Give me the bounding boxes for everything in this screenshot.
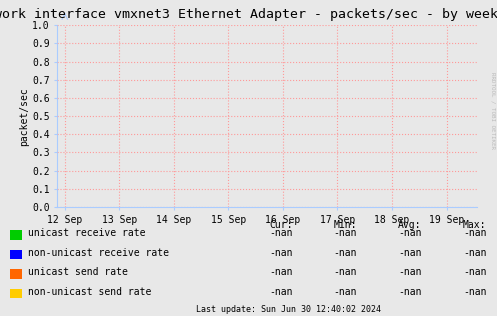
Text: Avg:: Avg: <box>398 220 422 230</box>
Text: unicast send rate: unicast send rate <box>28 267 128 277</box>
Text: -nan: -nan <box>398 287 422 297</box>
Y-axis label: packet/sec: packet/sec <box>19 87 29 145</box>
Text: non-unicast receive rate: non-unicast receive rate <box>28 248 169 258</box>
Text: -nan: -nan <box>333 267 357 277</box>
Text: -nan: -nan <box>398 228 422 238</box>
Text: -nan: -nan <box>269 228 293 238</box>
Text: unicast receive rate: unicast receive rate <box>28 228 146 238</box>
Text: Cur:: Cur: <box>269 220 293 230</box>
Text: -nan: -nan <box>398 248 422 258</box>
Text: -nan: -nan <box>333 287 357 297</box>
Text: -nan: -nan <box>269 248 293 258</box>
Text: -nan: -nan <box>269 267 293 277</box>
Text: non-unicast send rate: non-unicast send rate <box>28 287 152 297</box>
Text: Max:: Max: <box>463 220 487 230</box>
Text: -nan: -nan <box>398 267 422 277</box>
Text: -nan: -nan <box>463 287 487 297</box>
Text: -nan: -nan <box>333 248 357 258</box>
Text: -nan: -nan <box>269 287 293 297</box>
Text: -nan: -nan <box>333 228 357 238</box>
Text: Network interface vmxnet3 Ethernet Adapter - packets/sec - by week: Network interface vmxnet3 Ethernet Adapt… <box>0 8 497 21</box>
Text: Last update: Sun Jun 30 12:40:02 2024: Last update: Sun Jun 30 12:40:02 2024 <box>196 305 381 314</box>
Text: -nan: -nan <box>463 228 487 238</box>
Text: Min:: Min: <box>333 220 357 230</box>
Text: -nan: -nan <box>463 248 487 258</box>
Text: RRDTOOL / TOBI OETIKER: RRDTOOL / TOBI OETIKER <box>491 72 496 149</box>
Text: -nan: -nan <box>463 267 487 277</box>
